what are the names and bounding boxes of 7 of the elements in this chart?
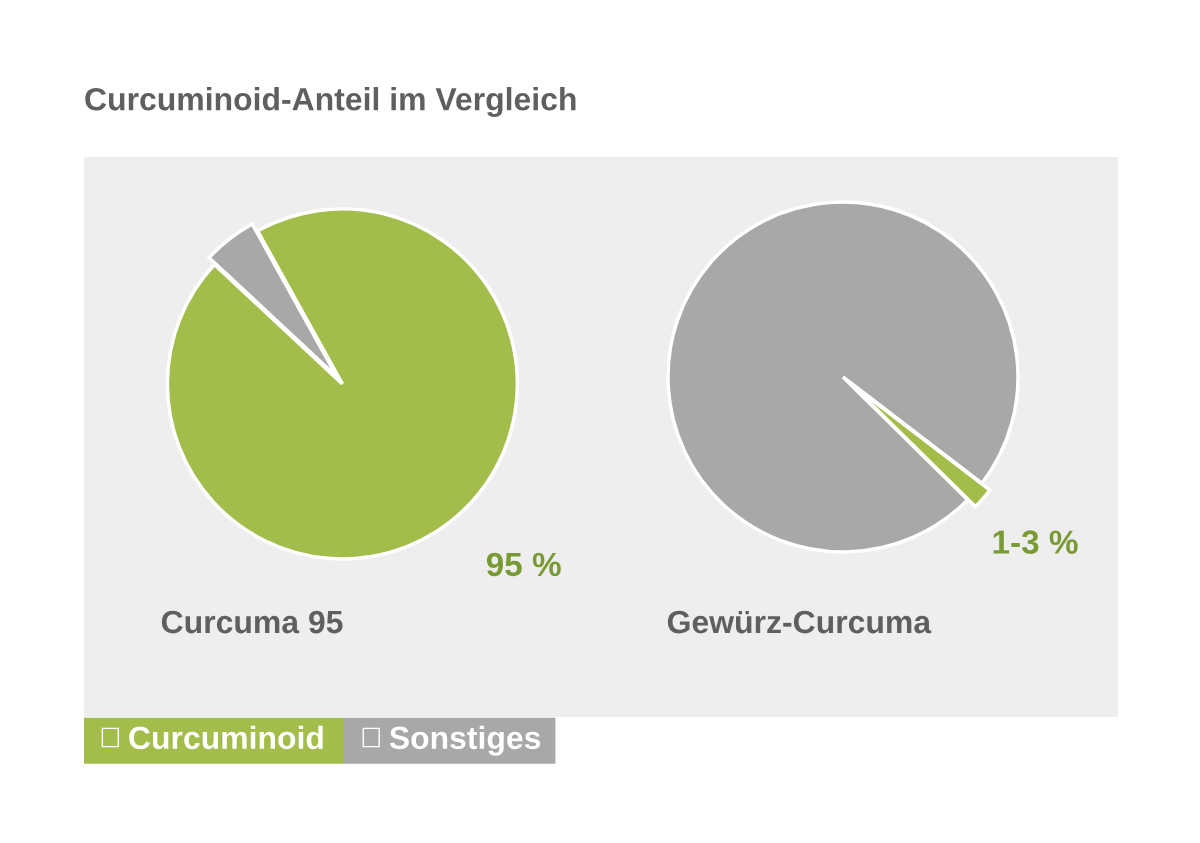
legend-label: Sonstiges xyxy=(389,725,541,756)
data-label: 95 % xyxy=(486,552,561,577)
text: Curcuminoid-Anteil im Vergleich xyxy=(85,87,576,117)
text: Curcuma 95 xyxy=(161,610,343,634)
text: 1-3 % xyxy=(993,530,1078,554)
text: Gewürz-Curcuma xyxy=(667,610,932,634)
legend-label: Curcuminoid xyxy=(129,725,323,750)
